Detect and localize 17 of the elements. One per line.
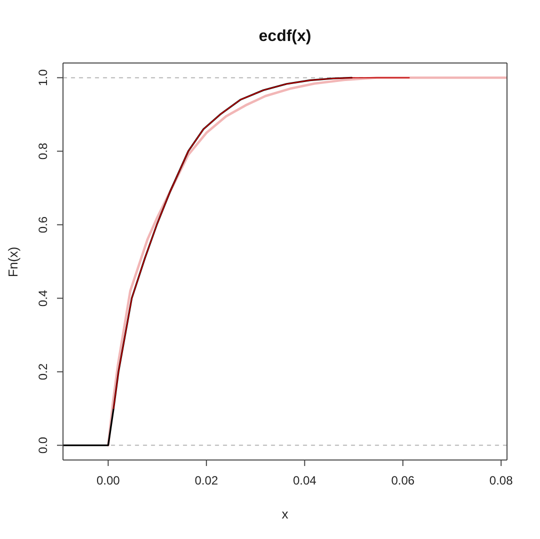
y-tick-label: 1.0 xyxy=(36,69,50,86)
line-series xyxy=(63,76,353,446)
line-series xyxy=(106,76,507,446)
x-axis-title: x xyxy=(282,506,288,522)
x-tick-label: 0.02 xyxy=(194,474,218,488)
line-series xyxy=(113,77,410,410)
x-tick-label: 0.04 xyxy=(292,474,317,488)
y-tick-label: 0.4 xyxy=(36,290,50,307)
x-tick-label: 0.06 xyxy=(391,474,415,488)
x-tick-label: 0.08 xyxy=(489,474,514,488)
y-tick-label: 0.6 xyxy=(36,216,50,234)
y-tick-label: 0.8 xyxy=(36,142,50,160)
y-tick-label: 0.0 xyxy=(36,436,50,454)
y-tick-label: 0.2 xyxy=(36,363,50,380)
x-tick-label: 0.00 xyxy=(96,474,120,488)
y-axis-title: Fn(x) xyxy=(6,246,20,277)
chart-title: ecdf(x) xyxy=(258,28,312,46)
